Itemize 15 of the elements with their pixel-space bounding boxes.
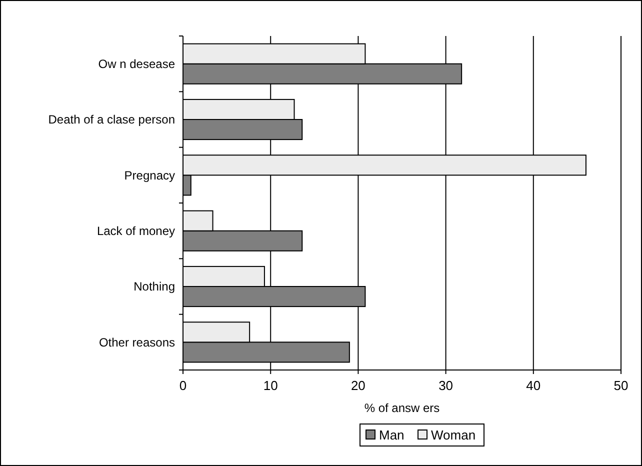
x-tick-label: 0	[179, 378, 187, 393]
x-tick-label: 40	[526, 378, 541, 393]
y-tick-label: Death of a clase person	[48, 112, 175, 127]
legend-label: Woman	[431, 428, 476, 443]
x-tick-label: 30	[438, 378, 454, 393]
legend-label: Man	[379, 428, 404, 443]
y-tick-label: Pregnacy	[124, 168, 175, 182]
y-tick-label: Nothing	[134, 280, 175, 294]
x-tick-label: 20	[350, 378, 366, 393]
y-tick-label: Ow n desease	[98, 57, 176, 72]
x-tick-label: 10	[263, 378, 278, 393]
y-tick-label: Other reasons	[98, 335, 175, 350]
y-tick-label: Lack of money	[96, 224, 175, 238]
x-tick-label: 50	[614, 378, 628, 393]
x-axis-title: % of answ ers	[364, 401, 440, 415]
